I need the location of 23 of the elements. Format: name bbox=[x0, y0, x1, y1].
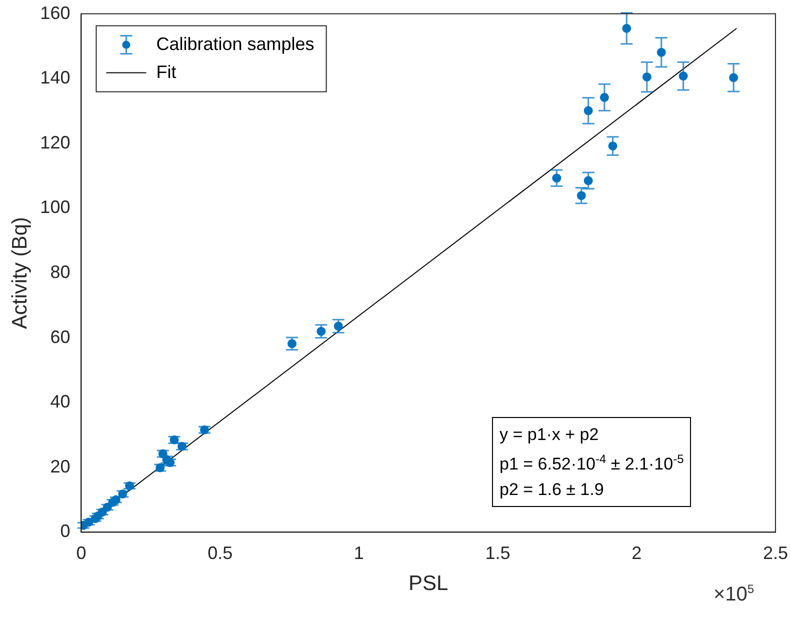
y-tick-label: 100 bbox=[40, 197, 70, 218]
x-tick-label: 2.5 bbox=[762, 542, 788, 563]
x-tick-label: 1 bbox=[354, 542, 364, 563]
annotation: p1 = 6.52·10$^{-4}$ ± 2.1·10$^{-5}$ bbox=[499, 451, 684, 476]
y-tick-label: 20 bbox=[50, 456, 70, 476]
y-tick-label: 140 bbox=[40, 68, 70, 88]
legend-label: Calibration samples bbox=[156, 34, 314, 54]
annotation: y = p1·x + p2 bbox=[499, 424, 600, 446]
x-tick-label: 0.5 bbox=[208, 542, 233, 563]
text: ×10$^{5}$ bbox=[713, 582, 754, 607]
annotation: p2 = 1.6 ± 1.9 bbox=[499, 478, 605, 501]
legend-label: Fit bbox=[156, 62, 176, 82]
x-axis-title: PSL bbox=[408, 572, 448, 596]
x-tick-label: 0 bbox=[76, 542, 86, 563]
x-tick-label: 1.5 bbox=[485, 542, 510, 563]
x-tick-label: 2 bbox=[632, 542, 642, 563]
y-tick-label: 160 bbox=[40, 2, 70, 23]
y-tick-label: 80 bbox=[50, 262, 70, 282]
y-tick-label: 0 bbox=[60, 521, 70, 542]
y-tick-label: 40 bbox=[50, 392, 70, 412]
y-tick-label: 60 bbox=[50, 326, 70, 347]
y-axis-title: Activity (Bq) bbox=[8, 216, 32, 330]
y-tick-label: 120 bbox=[40, 132, 70, 152]
